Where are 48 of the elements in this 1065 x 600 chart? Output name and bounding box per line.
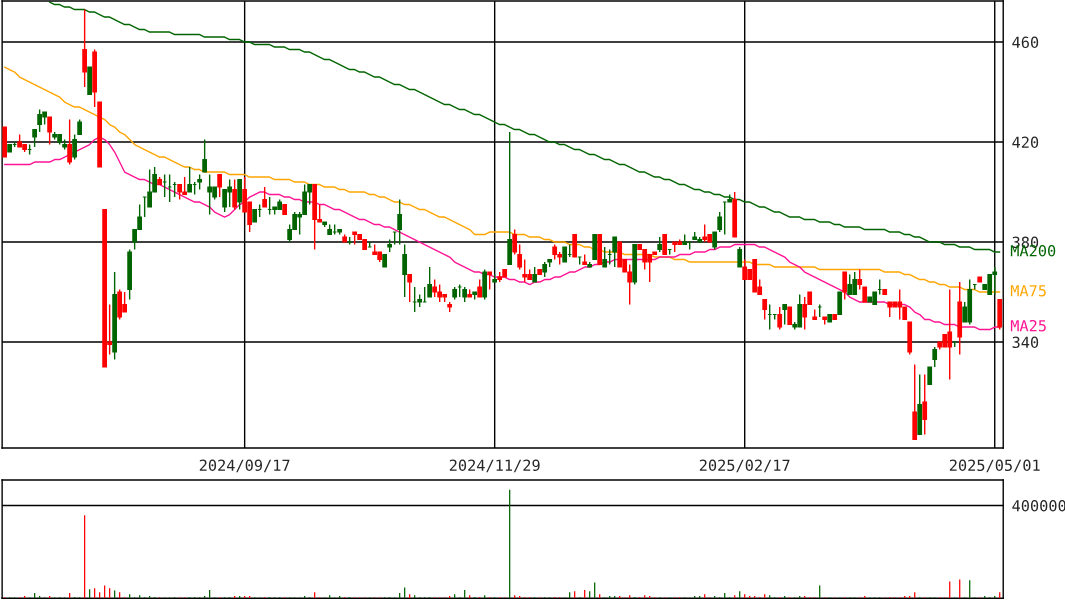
candlestick [67, 118, 72, 166]
candlestick [47, 116, 52, 146]
candlestick [737, 246, 743, 268]
candlestick [777, 306, 783, 331]
candlestick [662, 233, 668, 256]
candlestick [932, 346, 938, 368]
candlestick [512, 228, 518, 256]
y-tick-label: 460 [1012, 36, 1039, 49]
candlestick [612, 236, 618, 268]
candlestick [402, 243, 408, 298]
series-label: MA75 [1010, 285, 1046, 297]
candlestick [207, 173, 213, 216]
candlestick [232, 178, 238, 211]
candlestick [72, 133, 77, 161]
candlestick [722, 201, 728, 236]
candlestick [922, 373, 928, 436]
candlestick [427, 266, 433, 298]
x-tick-label: 2024/11/29 [449, 459, 540, 473]
candlestick [572, 233, 578, 258]
candlestick [187, 166, 193, 193]
candlestick [857, 268, 863, 291]
candlestick [842, 271, 848, 301]
candlestick [762, 298, 768, 321]
candlestick [262, 186, 268, 208]
candlestick [237, 178, 243, 211]
candlestick [847, 273, 853, 296]
x-tick-label: 2024/09/17 [199, 459, 290, 473]
candlestick [217, 173, 223, 198]
y-tick-label: 420 [1012, 136, 1039, 149]
candlestick [602, 246, 608, 268]
candlestick [407, 273, 413, 303]
y-tick-label: 400000 [1012, 500, 1065, 512]
candlestick [517, 243, 523, 271]
series-label: MA25 [1010, 319, 1046, 332]
candlestick [397, 198, 403, 246]
line-series [3, 66, 1001, 293]
x-tick-label: 2025/05/01 [949, 459, 1040, 473]
candlestick [717, 211, 723, 233]
y-tick-label: 340 [1012, 336, 1039, 349]
candlestick [782, 303, 788, 326]
candlestick [202, 138, 208, 173]
candlestick [82, 8, 87, 88]
candlestick [742, 258, 748, 281]
candlestick [522, 258, 528, 283]
candlestick [222, 188, 228, 213]
candlestick [837, 291, 843, 316]
x-tick-label: 2025/02/17 [699, 459, 790, 473]
line-series [48, 1, 1001, 253]
